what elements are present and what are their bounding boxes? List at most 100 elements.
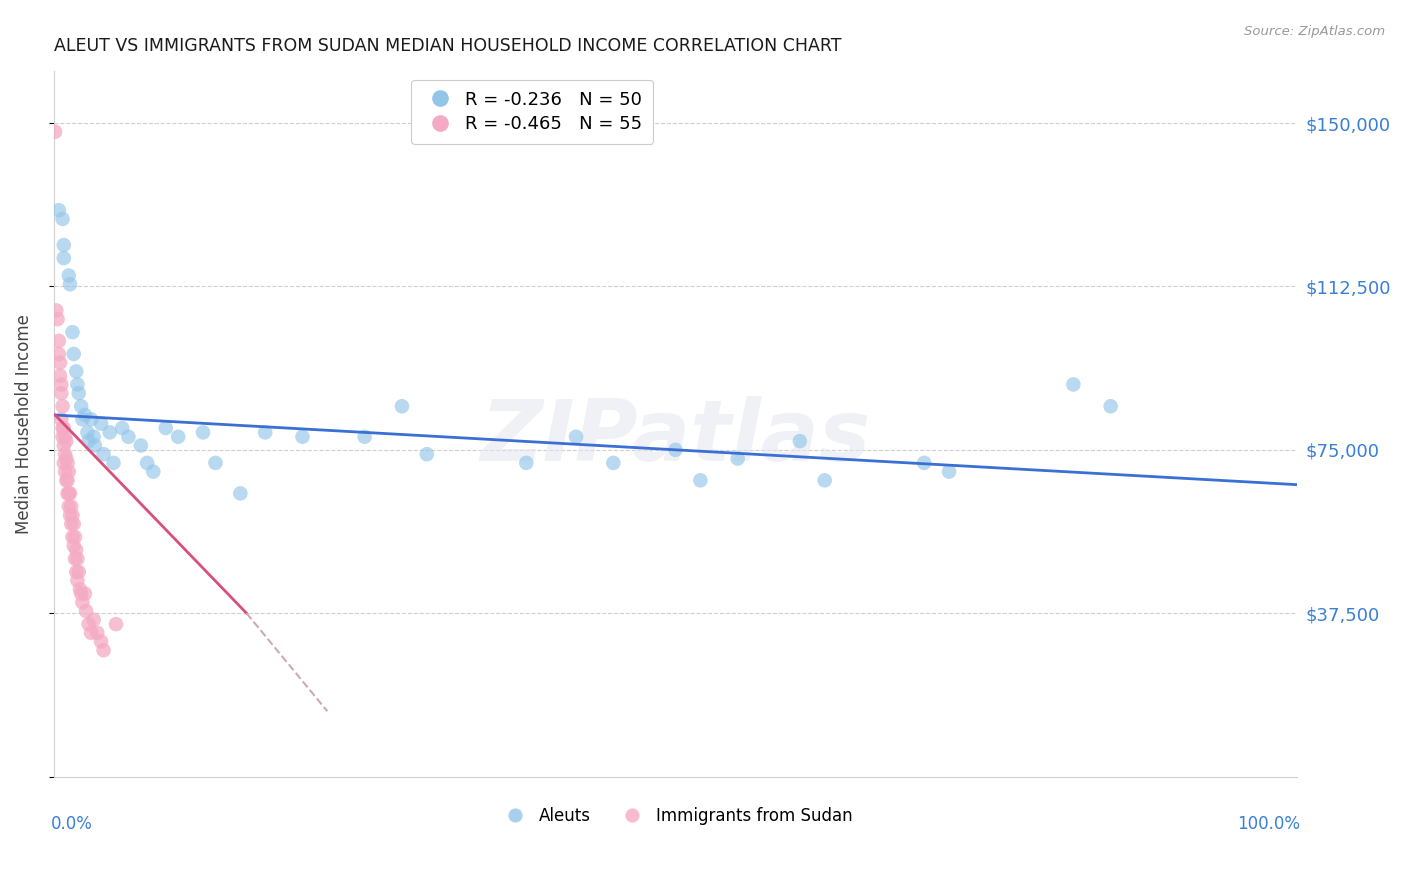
Point — [59, 508, 82, 523]
Point — [52, 456, 75, 470]
Point — [938, 465, 960, 479]
Point — [51, 421, 73, 435]
Point — [46, 312, 69, 326]
Point — [48, 203, 70, 218]
Point — [73, 586, 96, 600]
Point — [58, 268, 80, 283]
Point — [73, 408, 96, 422]
Point — [77, 617, 100, 632]
Point — [69, 582, 91, 597]
Text: ZIPatlas: ZIPatlas — [481, 396, 870, 479]
Point — [129, 438, 152, 452]
Point — [229, 486, 252, 500]
Legend: Aleuts, Immigrants from Sudan: Aleuts, Immigrants from Sudan — [492, 800, 859, 832]
Point — [155, 421, 177, 435]
Point — [72, 412, 94, 426]
Point — [65, 565, 87, 579]
Point — [48, 334, 70, 348]
Point — [53, 465, 76, 479]
Point — [93, 447, 115, 461]
Point — [67, 386, 90, 401]
Point — [63, 551, 86, 566]
Point — [51, 386, 73, 401]
Point — [60, 516, 83, 531]
Point — [51, 377, 73, 392]
Point — [391, 399, 413, 413]
Point — [51, 412, 73, 426]
Point — [111, 421, 134, 435]
Point — [1062, 377, 1084, 392]
Point — [80, 625, 103, 640]
Point — [66, 574, 89, 588]
Point — [51, 399, 73, 413]
Point — [63, 530, 86, 544]
Point — [727, 451, 749, 466]
Point — [49, 368, 72, 383]
Point — [789, 434, 811, 449]
Point — [56, 486, 79, 500]
Point — [70, 586, 93, 600]
Point — [98, 425, 121, 440]
Point — [83, 613, 105, 627]
Point — [167, 430, 190, 444]
Point — [58, 486, 80, 500]
Point — [191, 425, 214, 440]
Point — [353, 430, 375, 444]
Point — [117, 430, 139, 444]
Point — [58, 465, 80, 479]
Point — [72, 595, 94, 609]
Point — [602, 456, 624, 470]
Text: ALEUT VS IMMIGRANTS FROM SUDAN MEDIAN HOUSEHOLD INCOME CORRELATION CHART: ALEUT VS IMMIGRANTS FROM SUDAN MEDIAN HO… — [53, 37, 841, 55]
Point — [53, 430, 76, 444]
Point — [59, 486, 82, 500]
Point — [83, 438, 105, 452]
Text: Source: ZipAtlas.com: Source: ZipAtlas.com — [1244, 25, 1385, 38]
Point — [52, 438, 75, 452]
Point — [93, 643, 115, 657]
Point — [90, 417, 112, 431]
Point — [49, 356, 72, 370]
Point — [65, 543, 87, 558]
Point — [56, 456, 79, 470]
Point — [67, 565, 90, 579]
Point — [53, 447, 76, 461]
Point — [56, 473, 79, 487]
Point — [62, 530, 84, 544]
Point — [83, 430, 105, 444]
Point — [45, 303, 67, 318]
Point — [80, 412, 103, 426]
Point — [70, 399, 93, 413]
Point — [142, 465, 165, 479]
Point — [62, 539, 84, 553]
Point — [44, 125, 66, 139]
Point — [52, 251, 75, 265]
Point — [103, 456, 125, 470]
Point — [75, 604, 97, 618]
Point — [254, 425, 277, 440]
Point — [51, 430, 73, 444]
Point — [58, 500, 80, 514]
Text: 0.0%: 0.0% — [52, 815, 93, 833]
Point — [62, 508, 84, 523]
Y-axis label: Median Household Income: Median Household Income — [15, 314, 32, 533]
Point — [66, 551, 89, 566]
Point — [52, 421, 75, 435]
Point — [55, 473, 77, 487]
Point — [55, 451, 77, 466]
Point — [62, 347, 84, 361]
Point — [48, 347, 70, 361]
Point — [62, 516, 84, 531]
Text: 100.0%: 100.0% — [1237, 815, 1299, 833]
Point — [55, 434, 77, 449]
Point — [90, 634, 112, 648]
Point — [60, 500, 83, 514]
Point — [65, 364, 87, 378]
Point — [912, 456, 935, 470]
Point — [76, 425, 98, 440]
Point — [51, 211, 73, 226]
Point — [515, 456, 537, 470]
Point — [689, 473, 711, 487]
Point — [565, 430, 588, 444]
Point — [86, 625, 108, 640]
Point — [664, 442, 686, 457]
